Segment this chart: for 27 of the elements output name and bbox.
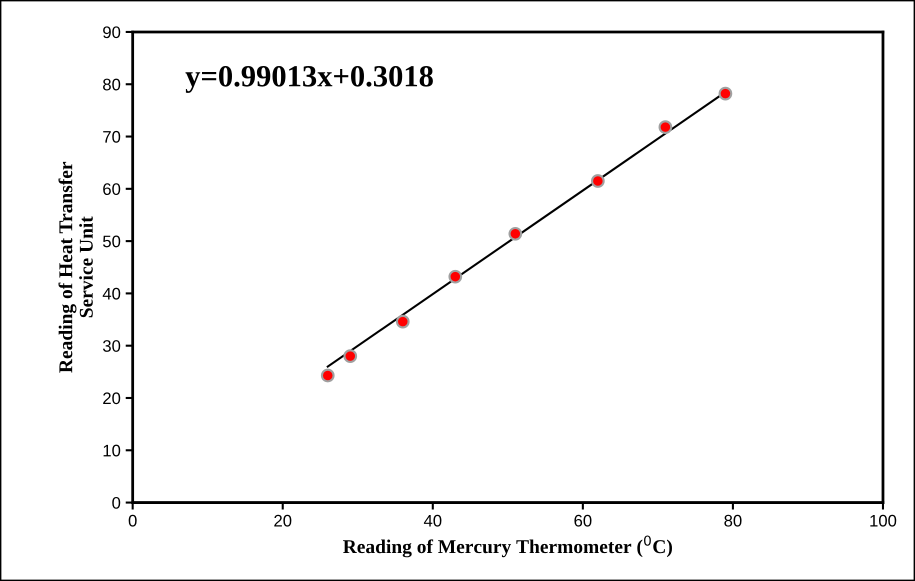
point xyxy=(396,314,410,328)
x-tick-label: 60 xyxy=(574,514,592,527)
y-tick-label: 90 xyxy=(103,26,120,38)
point xyxy=(591,174,605,188)
x-tick-label: 80 xyxy=(724,514,742,527)
x-tick-label: 0 xyxy=(128,514,137,527)
point xyxy=(343,349,358,364)
y-tick-label: 20 xyxy=(103,392,120,404)
annotation: y=0.99013x+0.3018 xyxy=(185,66,433,93)
y-axis-title: Reading of Heat Transfer Service Unit xyxy=(58,162,93,373)
y-tick-label: 10 xyxy=(104,444,120,456)
y-tick-label: 80 xyxy=(103,78,120,90)
x-tick-label: 40 xyxy=(424,514,442,527)
point xyxy=(320,368,335,382)
x-tick-label: 20 xyxy=(274,514,292,527)
y-tick-label: 50 xyxy=(103,236,120,248)
x-axis-title: Reading of Mercury Thermometer ($^{0}$C) xyxy=(343,535,672,558)
point xyxy=(658,120,672,134)
y-tick-label: 60 xyxy=(103,183,120,196)
y-tick-label: 30 xyxy=(102,340,120,352)
x-tick-label: 100 xyxy=(870,514,896,527)
point xyxy=(508,226,522,241)
y-tick-label: 40 xyxy=(102,288,120,300)
y-tick-label: 0 xyxy=(112,496,120,509)
y-tick-label: 70 xyxy=(103,130,120,143)
point xyxy=(448,270,462,284)
point xyxy=(718,86,732,101)
